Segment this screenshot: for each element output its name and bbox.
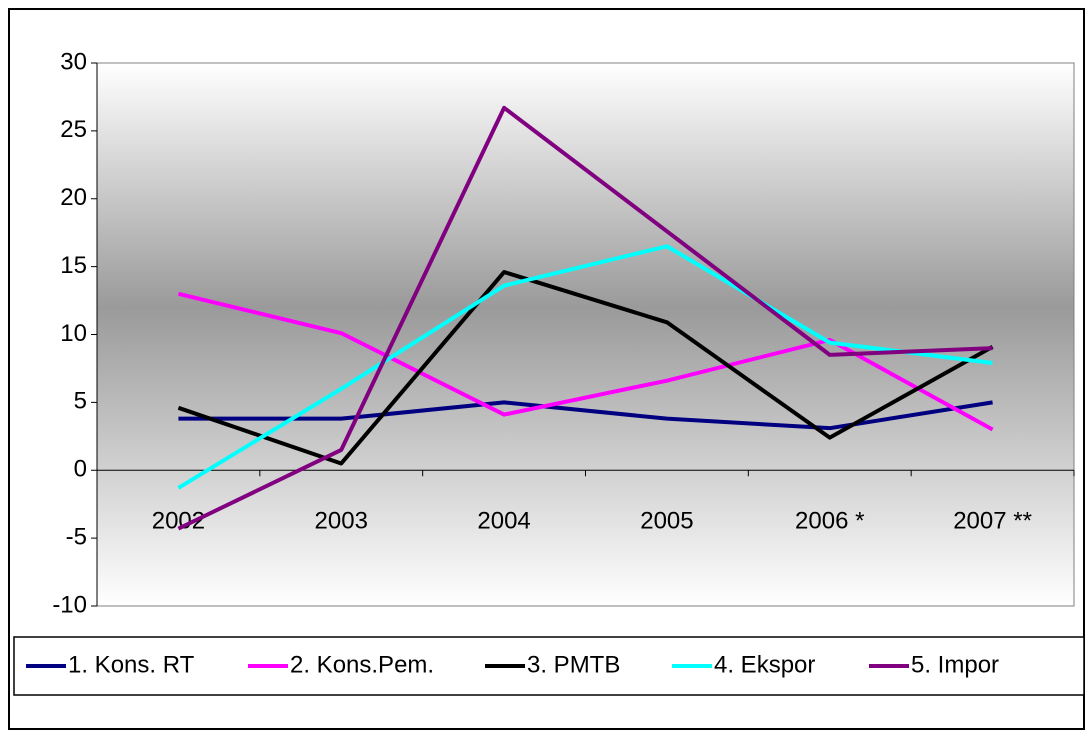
y-tick-label: 0 [74,456,87,483]
y-tick-label: 30 [60,48,87,75]
y-tick-label: 25 [60,116,87,143]
y-tick-label: 10 [60,320,87,347]
y-tick-label: 15 [60,252,87,279]
x-tick-label: 2006 * [795,508,864,535]
y-tick-label: 5 [74,388,87,415]
x-tick-label: 2004 [477,508,530,535]
legend-label: 1. Kons. RT [68,651,195,678]
x-tick-label: 2005 [640,508,693,535]
x-tick-label: 2003 [315,508,368,535]
y-tick-label: -10 [52,591,87,618]
legend-label: 4. Ekspor [714,651,815,678]
legend-label: 5. Impor [911,651,999,678]
plot-area [96,62,1075,607]
series-line [177,244,993,490]
y-tick-label: 20 [60,184,87,211]
series-line [177,270,994,466]
legend-label: 3. PMTB [527,651,620,678]
legend-label: 2. Kons.Pem. [290,651,434,678]
y-tick-label: -5 [66,523,87,550]
x-tick-label: 2007 ** [953,508,1032,535]
series-line [177,105,993,531]
